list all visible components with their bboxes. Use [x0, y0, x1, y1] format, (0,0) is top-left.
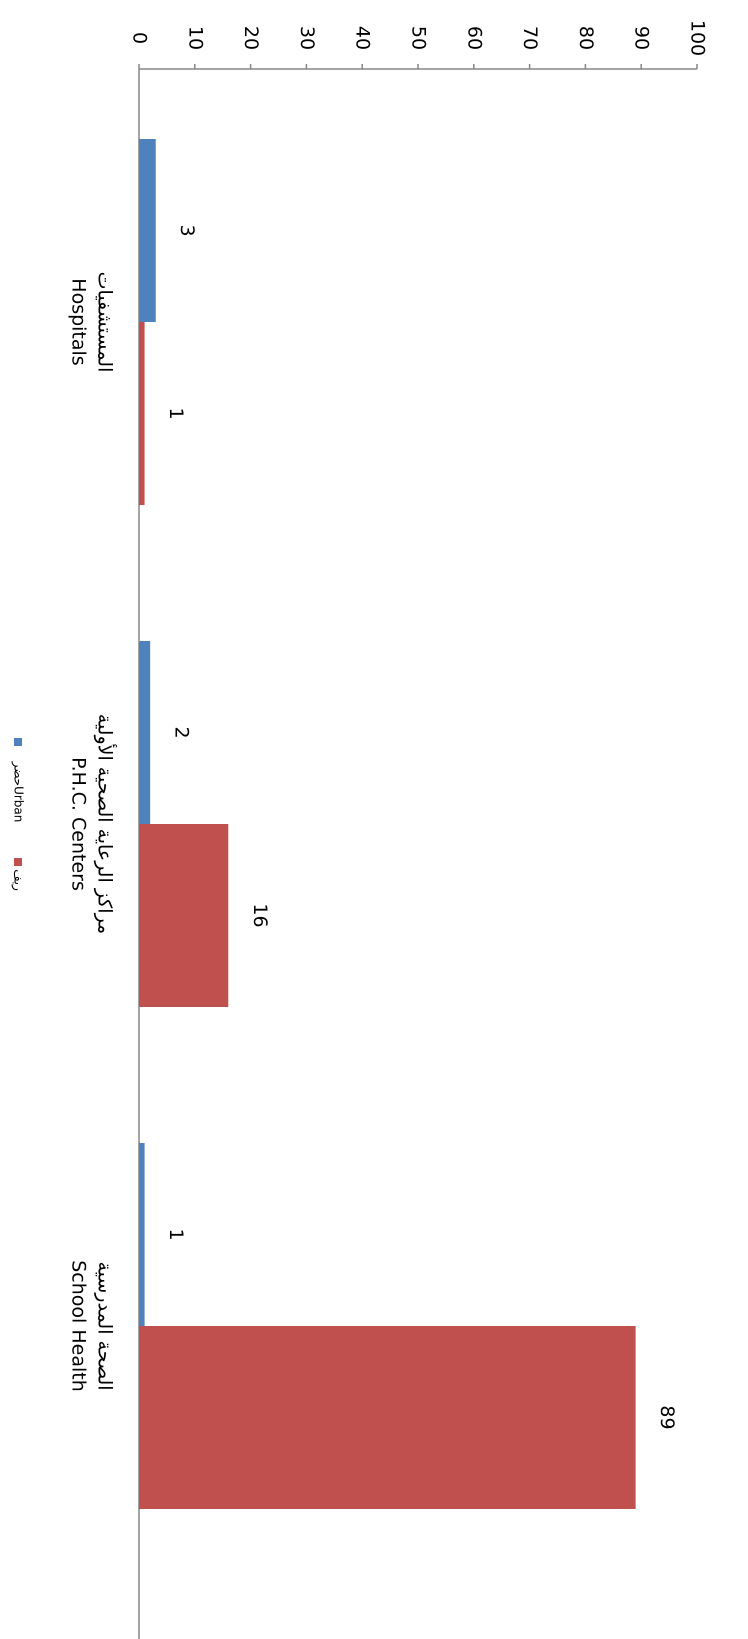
data-labels: 3 2 1 1 16 89: [165, 224, 678, 1429]
category-label-arabic: المستشفيات: [94, 272, 116, 373]
bar-urban-1: [139, 641, 151, 824]
legend-swatch-0: [14, 738, 22, 746]
data-label: 89: [656, 1405, 678, 1429]
data-label: 1: [165, 1228, 187, 1240]
value-axis-ticks: 0 10 20 30 40 50 60 70 80 90 100: [129, 20, 709, 69]
data-label: 16: [249, 903, 271, 927]
tick-label: 10: [184, 26, 206, 50]
bar-urban-2: [139, 1143, 145, 1326]
bar-rural-2: [139, 1326, 636, 1509]
bar-rural-1: [139, 824, 229, 1007]
category-label-english: P.H.C. Centers: [68, 757, 90, 891]
legend-label-1: ريف: [11, 869, 26, 891]
tick-label: 0: [129, 32, 151, 44]
category-label-english: School Health: [68, 1260, 90, 1392]
legend-swatch-1: [14, 858, 22, 866]
tick-label: 50: [408, 26, 430, 50]
data-label: 3: [176, 224, 198, 236]
tick-label: 40: [352, 26, 374, 50]
chart-bars: [139, 139, 636, 1509]
category-label-arabic: مراكز الرعاية الصحية الأولية: [94, 714, 117, 934]
tick-label: 80: [575, 26, 597, 50]
bar-rural-0: [139, 322, 145, 505]
tick-label: 30: [296, 26, 318, 50]
tick-label: 90: [631, 26, 653, 50]
tick-label: 60: [463, 26, 485, 50]
tick-label: 70: [519, 26, 541, 50]
legend-label-0: حضرUrban: [11, 761, 26, 823]
legend: حضرUrban ريف: [11, 738, 26, 891]
tick-label: 20: [240, 26, 262, 50]
bar-urban-0: [139, 139, 156, 322]
category-label-english: Hospitals: [68, 278, 90, 365]
data-label: 1: [165, 407, 187, 419]
category-label-arabic: الصحة المدرسية: [94, 1261, 116, 1390]
tick-label: 100: [687, 20, 709, 56]
data-label: 2: [171, 726, 193, 738]
